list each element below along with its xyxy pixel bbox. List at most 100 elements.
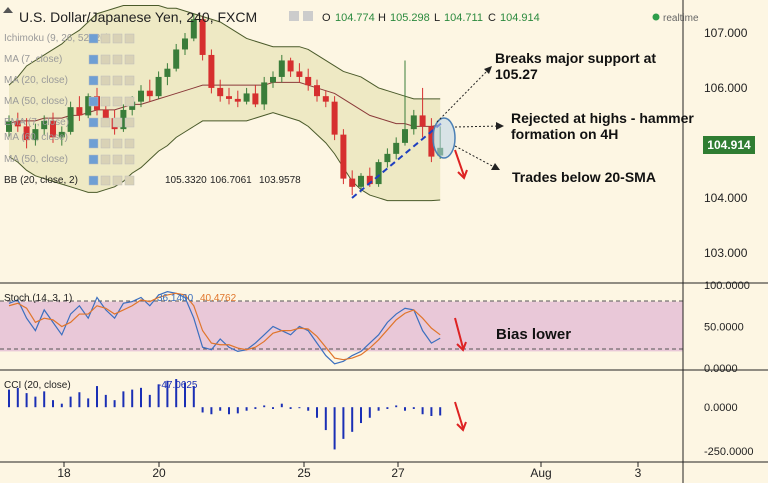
candle-body [58,131,65,138]
legend-control-icon[interactable] [100,175,111,186]
legend-control-icon[interactable] [124,175,135,186]
cci-label[interactable]: CCI (20, close) [4,380,71,391]
candle-body [146,90,153,97]
stoch-k-value: 36.1460 [157,293,194,304]
cci-bar [280,403,283,408]
cci-bar [404,407,406,411]
candle-body [296,71,303,77]
hammer-highlight-ellipse [432,117,456,159]
legend-control-icon[interactable] [124,117,135,128]
cci-bar [342,407,345,439]
legend-control-icon[interactable] [112,96,123,107]
candle-body [278,60,285,77]
candle-body [314,85,320,97]
collapse-chevron-icon[interactable] [3,7,13,13]
cci-bar [122,391,125,408]
cci-bar [8,389,10,408]
cci-bars [8,379,442,450]
legend-control-icon[interactable] [88,117,99,128]
indicator-label-ichimoku[interactable]: Ichimoku (9, 26, 52, 26) [4,33,109,44]
realtime-label: realtime [663,13,699,24]
cci-bar [210,407,213,415]
legend-control-icon[interactable] [100,96,111,107]
legend-control-icon[interactable] [88,54,99,65]
cci-bar [254,407,257,409]
indicator-label-ma50[interactable]: MA (50, close) [4,96,68,107]
cci-bar [324,407,327,431]
candle-body [23,126,30,141]
ohlc-open-value: 104.774 [335,12,375,24]
candle-body [234,98,241,102]
legend-control-icon[interactable] [100,54,111,65]
candle-body [50,120,56,138]
legend-control-icon[interactable] [88,175,99,186]
cci-bar [333,407,336,450]
legend-control-icon[interactable] [112,154,123,165]
cci-value: -47.0625 [158,380,198,391]
candle-body [164,68,171,77]
legend-control-icon[interactable] [112,33,123,44]
legend-control-icon[interactable] [112,54,123,65]
legend-control-icon[interactable] [100,138,111,149]
candle-body [340,134,347,179]
bb-label[interactable]: BB (20, close, 2) [4,175,78,186]
annotation-support-line1: Breaks major support at [495,50,656,66]
candle-body [155,76,162,97]
indicator-label-ema7[interactable]: EMA (7, close) [4,117,69,128]
legend-control-icon[interactable] [112,175,123,186]
legend-control-icon[interactable] [124,96,135,107]
price-tick-label: 104.000 [704,191,748,205]
cci-bar [228,407,230,415]
stoch-tick-label: 0.0000 [704,363,738,375]
candle-body [322,96,329,102]
legend-control-icon[interactable] [112,117,123,128]
legend-control-icon[interactable] [112,75,123,86]
stoch-label[interactable]: Stoch (14, 3, 1) [4,293,72,304]
candle-body [102,109,109,119]
current-price-badge [703,136,755,154]
candle-body [305,76,312,86]
legend-control-icon[interactable] [124,75,135,86]
symbol-title[interactable]: U.S. Dollar/Japanese Yen, 240, FXCM [19,9,257,25]
annotation-pointer-support [436,67,491,123]
cci-bar [60,403,63,408]
legend-control-icon[interactable] [124,154,135,165]
legend-control-icon[interactable] [124,54,135,65]
cci-bar [78,392,81,408]
indicator-label-ma60[interactable]: MA (60, close) [4,132,68,143]
cci-bar [307,407,310,411]
indicator-label-ma50b[interactable]: MA (50, close) [4,154,68,165]
stoch-tick-label: 50.0000 [704,322,744,334]
cci-bar [34,396,37,408]
legend-control-icon[interactable] [100,117,111,128]
bb-lower-value: 103.9578 [259,175,301,186]
candle-body [349,178,356,187]
cci-bar [263,405,266,408]
candle-body [252,93,259,105]
legend-control-icon[interactable] [88,154,99,165]
legend-control-icon[interactable] [88,138,99,149]
bb-band-fill [9,5,441,201]
indicator-label-ma7[interactable]: MA (7, close) [4,54,62,65]
legend-control-icon[interactable] [100,154,111,165]
legend-control-icon[interactable] [88,96,99,107]
legend-control-icon[interactable] [124,138,135,149]
legend-control-icon[interactable] [100,33,111,44]
cci-bar [272,407,274,409]
indicator-label-ma20[interactable]: MA (20, close) [4,75,68,86]
cci-bar [360,407,362,424]
settings-icon[interactable] [303,11,313,21]
eye-toggle-icon[interactable] [289,11,299,21]
legend-control-icon[interactable] [88,75,99,86]
annotation-below-sma: Trades below 20-SMA [512,169,656,185]
legend-control-icon[interactable] [112,138,123,149]
annotation-support-line2: 105.27 [495,66,538,82]
legend-control-icon[interactable] [124,33,135,44]
legend-control-icon[interactable] [100,75,111,86]
ohlc-low-label: L [434,12,440,24]
bb-middle-value: 105.3320 [165,175,207,186]
legend-control-icon[interactable] [88,33,99,44]
stoch-d-value: 40.4762 [200,293,237,304]
